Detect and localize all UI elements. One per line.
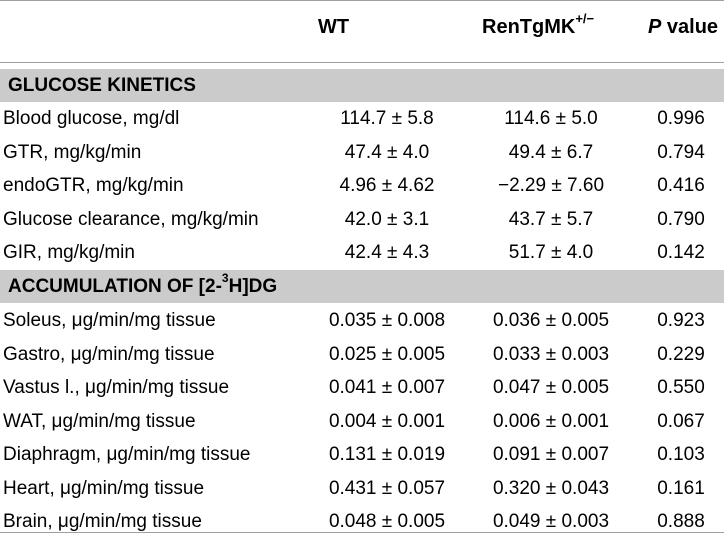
row-wt-value: 4.96 ± 4.62 <box>339 175 435 196</box>
row-rentgmk-value: −2.29 ± 7.60 <box>497 175 605 196</box>
row-wt-value: 42.0 ± 3.1 <box>344 208 430 230</box>
table-row: Heart, μg/min/mg tissue 0.431 ± 0.057 0.32… <box>0 472 724 505</box>
row-label: Vastus l., μg/min/mg tissue <box>3 377 230 398</box>
row-wt-value: 0.025 ± 0.005 <box>328 343 446 365</box>
row-wt-value: 0.004 ± 0.001 <box>328 410 446 432</box>
section-title-glucose: GLUCOSE KINETICS <box>8 75 196 96</box>
row-rentgmk-value: 43.7 ± 5.7 <box>508 208 594 230</box>
row-p-value: 0.923 <box>657 310 705 331</box>
header-rentgmk-sup: +/− <box>575 11 595 27</box>
row-rentgmk-value: 0.091 ± 0.007 <box>492 444 610 465</box>
row-p-value: 0.142 <box>657 242 705 263</box>
section-title-accumulation: ACCUMULATION OF [2-3H]DG <box>0 272 278 297</box>
table-row: GIR, mg/kg/min 42.4 ± 4.3 51.7 ± 4.0 0.142 <box>0 236 724 269</box>
header-p-value: P value <box>648 15 718 39</box>
table-row: Vastus l., μg/min/mg tissue 0.041 ± 0.007… <box>0 371 724 404</box>
row-p-value: 0.794 <box>657 141 705 163</box>
header-rentgmk: RenTgMK+/− <box>482 12 594 39</box>
row-rentgmk-value: 0.036 ± 0.005 <box>492 310 610 331</box>
table-row: WAT, μg/min/mg tissue 0.004 ± 0.001 0.006 … <box>0 405 724 438</box>
table-row: Diaphragm, μg/min/mg tissue 0.131 ± 0.019… <box>0 438 724 471</box>
header-p-rest: value <box>661 16 719 38</box>
row-label: WAT, μg/min/mg tissue <box>3 410 196 432</box>
header-rentgmk-base: RenTgMK <box>482 16 576 38</box>
accum-title-pre: ACCUMULATION OF [2- <box>8 276 222 297</box>
accum-title-post: H]DG <box>228 276 278 297</box>
section-accumulation: ACCUMULATION OF [2-3H]DG <box>0 270 724 303</box>
row-rentgmk-value: 0.047 ± 0.005 <box>492 377 610 398</box>
row-wt-value: 42.4 ± 4.3 <box>344 242 430 263</box>
row-wt-value: 0.041 ± 0.007 <box>328 377 446 398</box>
header-rule <box>0 62 724 63</box>
header-p-italic: P <box>648 16 662 38</box>
accum-title-sup: 3 <box>221 270 229 285</box>
row-p-value: 0.550 <box>657 377 705 398</box>
row-label: Soleus, μg/min/mg tissue <box>3 310 216 331</box>
row-p-value: 0.790 <box>657 208 705 230</box>
row-p-value: 0.067 <box>657 410 705 432</box>
table-row: Glucose clearance, mg/kg/min 42.0 ± 3.1 43… <box>0 203 724 236</box>
row-wt-value: 0.035 ± 0.008 <box>328 310 446 331</box>
table-row: Blood glucose, mg/dl 114.7 ± 5.8 114.6 ± 5… <box>0 102 724 135</box>
row-wt-value: 114.7 ± 5.8 <box>340 108 434 129</box>
row-p-value: 0.888 <box>657 511 705 532</box>
row-label: GTR, mg/kg/min <box>3 141 142 163</box>
row-label: Diaphragm, μg/min/mg tissue <box>3 444 251 465</box>
row-rentgmk-value: 0.033 ± 0.003 <box>492 343 610 365</box>
row-wt-value: 0.431 ± 0.057 <box>328 477 446 499</box>
row-label: Gastro, μg/min/mg tissue <box>3 343 215 365</box>
row-p-value: 0.103 <box>657 444 705 465</box>
row-wt-value: 47.4 ± 4.0 <box>344 141 430 163</box>
table-row: GTR, mg/kg/min 47.4 ± 4.0 49.4 ± 6.7 0.794 <box>0 136 724 169</box>
row-rentgmk-value: 51.7 ± 4.0 <box>508 242 594 263</box>
row-rentgmk-value: 0.006 ± 0.001 <box>492 410 610 432</box>
row-label: Glucose clearance, mg/kg/min <box>3 208 259 230</box>
row-label: endoGTR, mg/kg/min <box>3 175 184 196</box>
row-p-value: 0.996 <box>657 108 705 129</box>
table-row: Gastro, μg/min/mg tissue 0.025 ± 0.005 0.0… <box>0 338 724 371</box>
row-label: Heart, μg/min/mg tissue <box>3 477 205 499</box>
header-row: WT RenTgMK+/− P value <box>0 0 724 62</box>
top-rule <box>0 0 724 1</box>
row-wt-value: 0.048 ± 0.005 <box>328 511 446 532</box>
row-rentgmk-value: 114.6 ± 5.0 <box>504 108 598 129</box>
row-rentgmk-value: 49.4 ± 6.7 <box>508 141 594 163</box>
table-row: Brain, μg/min/mg tissue 0.048 ± 0.005 0.04… <box>0 505 724 538</box>
row-p-value: 0.416 <box>657 175 705 196</box>
header-wt: WT <box>318 16 350 38</box>
row-label: Brain, μg/min/mg tissue <box>3 511 202 532</box>
row-p-value: 0.161 <box>657 477 705 499</box>
row-rentgmk-value: 0.049 ± 0.003 <box>492 511 610 532</box>
row-p-value: 0.229 <box>657 343 705 365</box>
table-row: Soleus, μg/min/mg tissue 0.035 ± 0.008 0.0… <box>0 304 724 337</box>
row-rentgmk-value: 0.320 ± 0.043 <box>492 477 610 499</box>
row-wt-value: 0.131 ± 0.019 <box>328 444 446 465</box>
row-label: Blood glucose, mg/dl <box>3 108 180 129</box>
table-row: endoGTR, mg/kg/min 4.96 ± 4.62 −2.29 ± 7.6… <box>0 169 724 202</box>
section-glucose-kinetics: GLUCOSE KINETICS <box>0 69 724 102</box>
row-label: GIR, mg/kg/min <box>3 242 135 263</box>
